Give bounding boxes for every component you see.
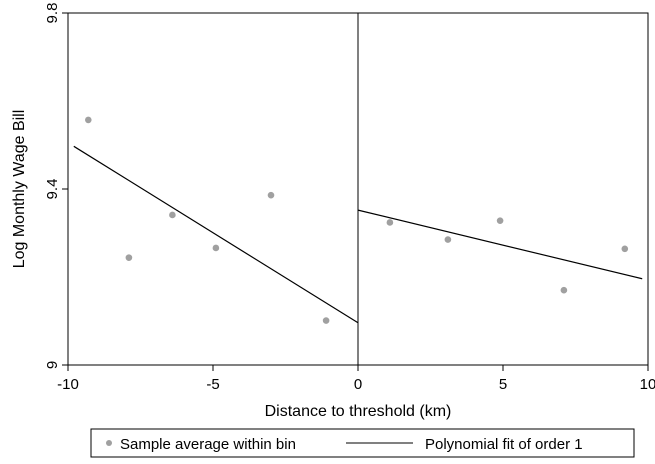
x-tick-label: 5: [499, 376, 507, 393]
y-tick-label: 9.8: [44, 3, 61, 24]
y-tick-label: 9: [44, 361, 61, 369]
data-point: [322, 317, 330, 324]
data-point: [169, 211, 176, 219]
data-point: [212, 244, 220, 252]
legend-label-points: Sample average within bin: [120, 436, 296, 453]
data-point: [85, 116, 92, 124]
x-ticks: -10 -5 0 5 10: [57, 365, 655, 393]
x-tick-label: 0: [354, 376, 362, 393]
x-axis: -10 -5 0 5 10 Distance to threshold (km): [57, 364, 655, 420]
y-axis: 9 9.4 9.8 Log Monthly Wage Bill: [11, 3, 69, 369]
data-point: [267, 191, 275, 199]
x-axis-label: Distance to threshold (km): [265, 403, 452, 420]
x-tick-label: -5: [206, 376, 219, 393]
y-ticks: 9 9.4 9.8: [44, 3, 68, 369]
data-point: [496, 217, 504, 224]
x-tick-label: -10: [57, 376, 79, 393]
fit-lines: [73, 145, 643, 324]
data-point: [125, 254, 133, 261]
legend-point-marker: [106, 440, 112, 446]
data-point: [621, 245, 629, 253]
data-point: [386, 219, 394, 226]
legend-label-fit: Polynomial fit of order 1: [425, 436, 583, 453]
y-tick-label: 9.4: [44, 179, 61, 200]
fit-line-left: [73, 145, 359, 324]
data-point: [444, 236, 452, 243]
data-points: [85, 116, 629, 324]
data-point: [560, 286, 568, 294]
legend: Sample average within bin Polynomial fit…: [90, 428, 635, 458]
fit-line-right: [357, 209, 643, 280]
plot-area: [67, 12, 649, 366]
y-axis-label: Log Monthly Wage Bill: [11, 110, 28, 269]
x-tick-label: 10: [640, 376, 655, 393]
legend-frame: [90, 428, 635, 458]
